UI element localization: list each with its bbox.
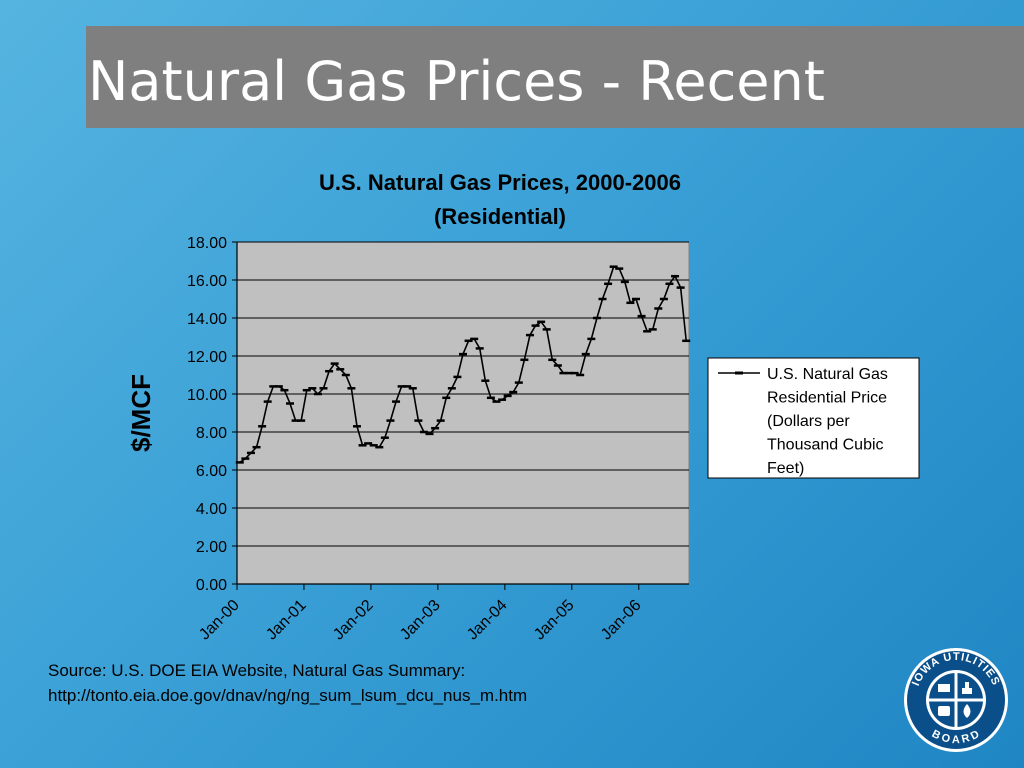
y-tick-label: 0.00 <box>196 577 227 594</box>
y-tick-label: 6.00 <box>196 463 227 480</box>
svg-text:BOARD: BOARD <box>930 728 982 746</box>
iowa-utilities-board-logo: IOWA UTILITIES BOARD <box>904 648 1008 752</box>
x-tick-label: Jan-05 <box>531 597 578 644</box>
y-tick-label: 2.00 <box>196 539 227 556</box>
plot-area <box>236 241 690 585</box>
y-tick-label: 8.00 <box>196 425 227 442</box>
y-tick-label: 4.00 <box>196 501 227 518</box>
slide-title: Natural Gas Prices - Recent <box>88 50 825 113</box>
logo-text-bottom: BOARD <box>930 728 981 746</box>
legend <box>707 357 920 479</box>
source-line-1: Source: U.S. DOE EIA Website, Natural Ga… <box>48 661 466 680</box>
legend-label: Residential Price <box>767 390 887 407</box>
y-tick-label: 14.00 <box>187 311 227 328</box>
source-note: Source: U.S. DOE EIA Website, Natural Ga… <box>48 658 527 708</box>
legend-label: Thousand Cubic <box>767 437 884 454</box>
legend-label: (Dollars per <box>767 413 850 430</box>
y-axis-title: $/MCF <box>126 374 156 452</box>
chart-title-line1: U.S. Natural Gas Prices, 2000-2006 <box>319 170 681 195</box>
source-line-2: http://tonto.eia.doe.gov/dnav/ng/ng_sum_… <box>48 686 528 705</box>
legend-label: Feet) <box>767 460 804 477</box>
x-tick-label: Jan-02 <box>330 597 377 644</box>
x-tick-label: Jan-04 <box>464 597 511 644</box>
y-tick-label: 18.00 <box>187 235 227 252</box>
title-bar <box>86 26 1024 128</box>
x-tick-label: Jan-01 <box>263 597 310 644</box>
y-tick-label: 10.00 <box>187 387 227 404</box>
legend-label: U.S. Natural Gas <box>767 366 888 383</box>
x-tick-label: Jan-03 <box>397 597 444 644</box>
y-tick-label: 12.00 <box>187 349 227 366</box>
x-tick-label: Jan-06 <box>598 597 645 644</box>
x-tick-label: Jan-00 <box>196 597 243 644</box>
chart-title-line2: (Residential) <box>434 204 566 229</box>
y-tick-label: 16.00 <box>187 273 227 290</box>
